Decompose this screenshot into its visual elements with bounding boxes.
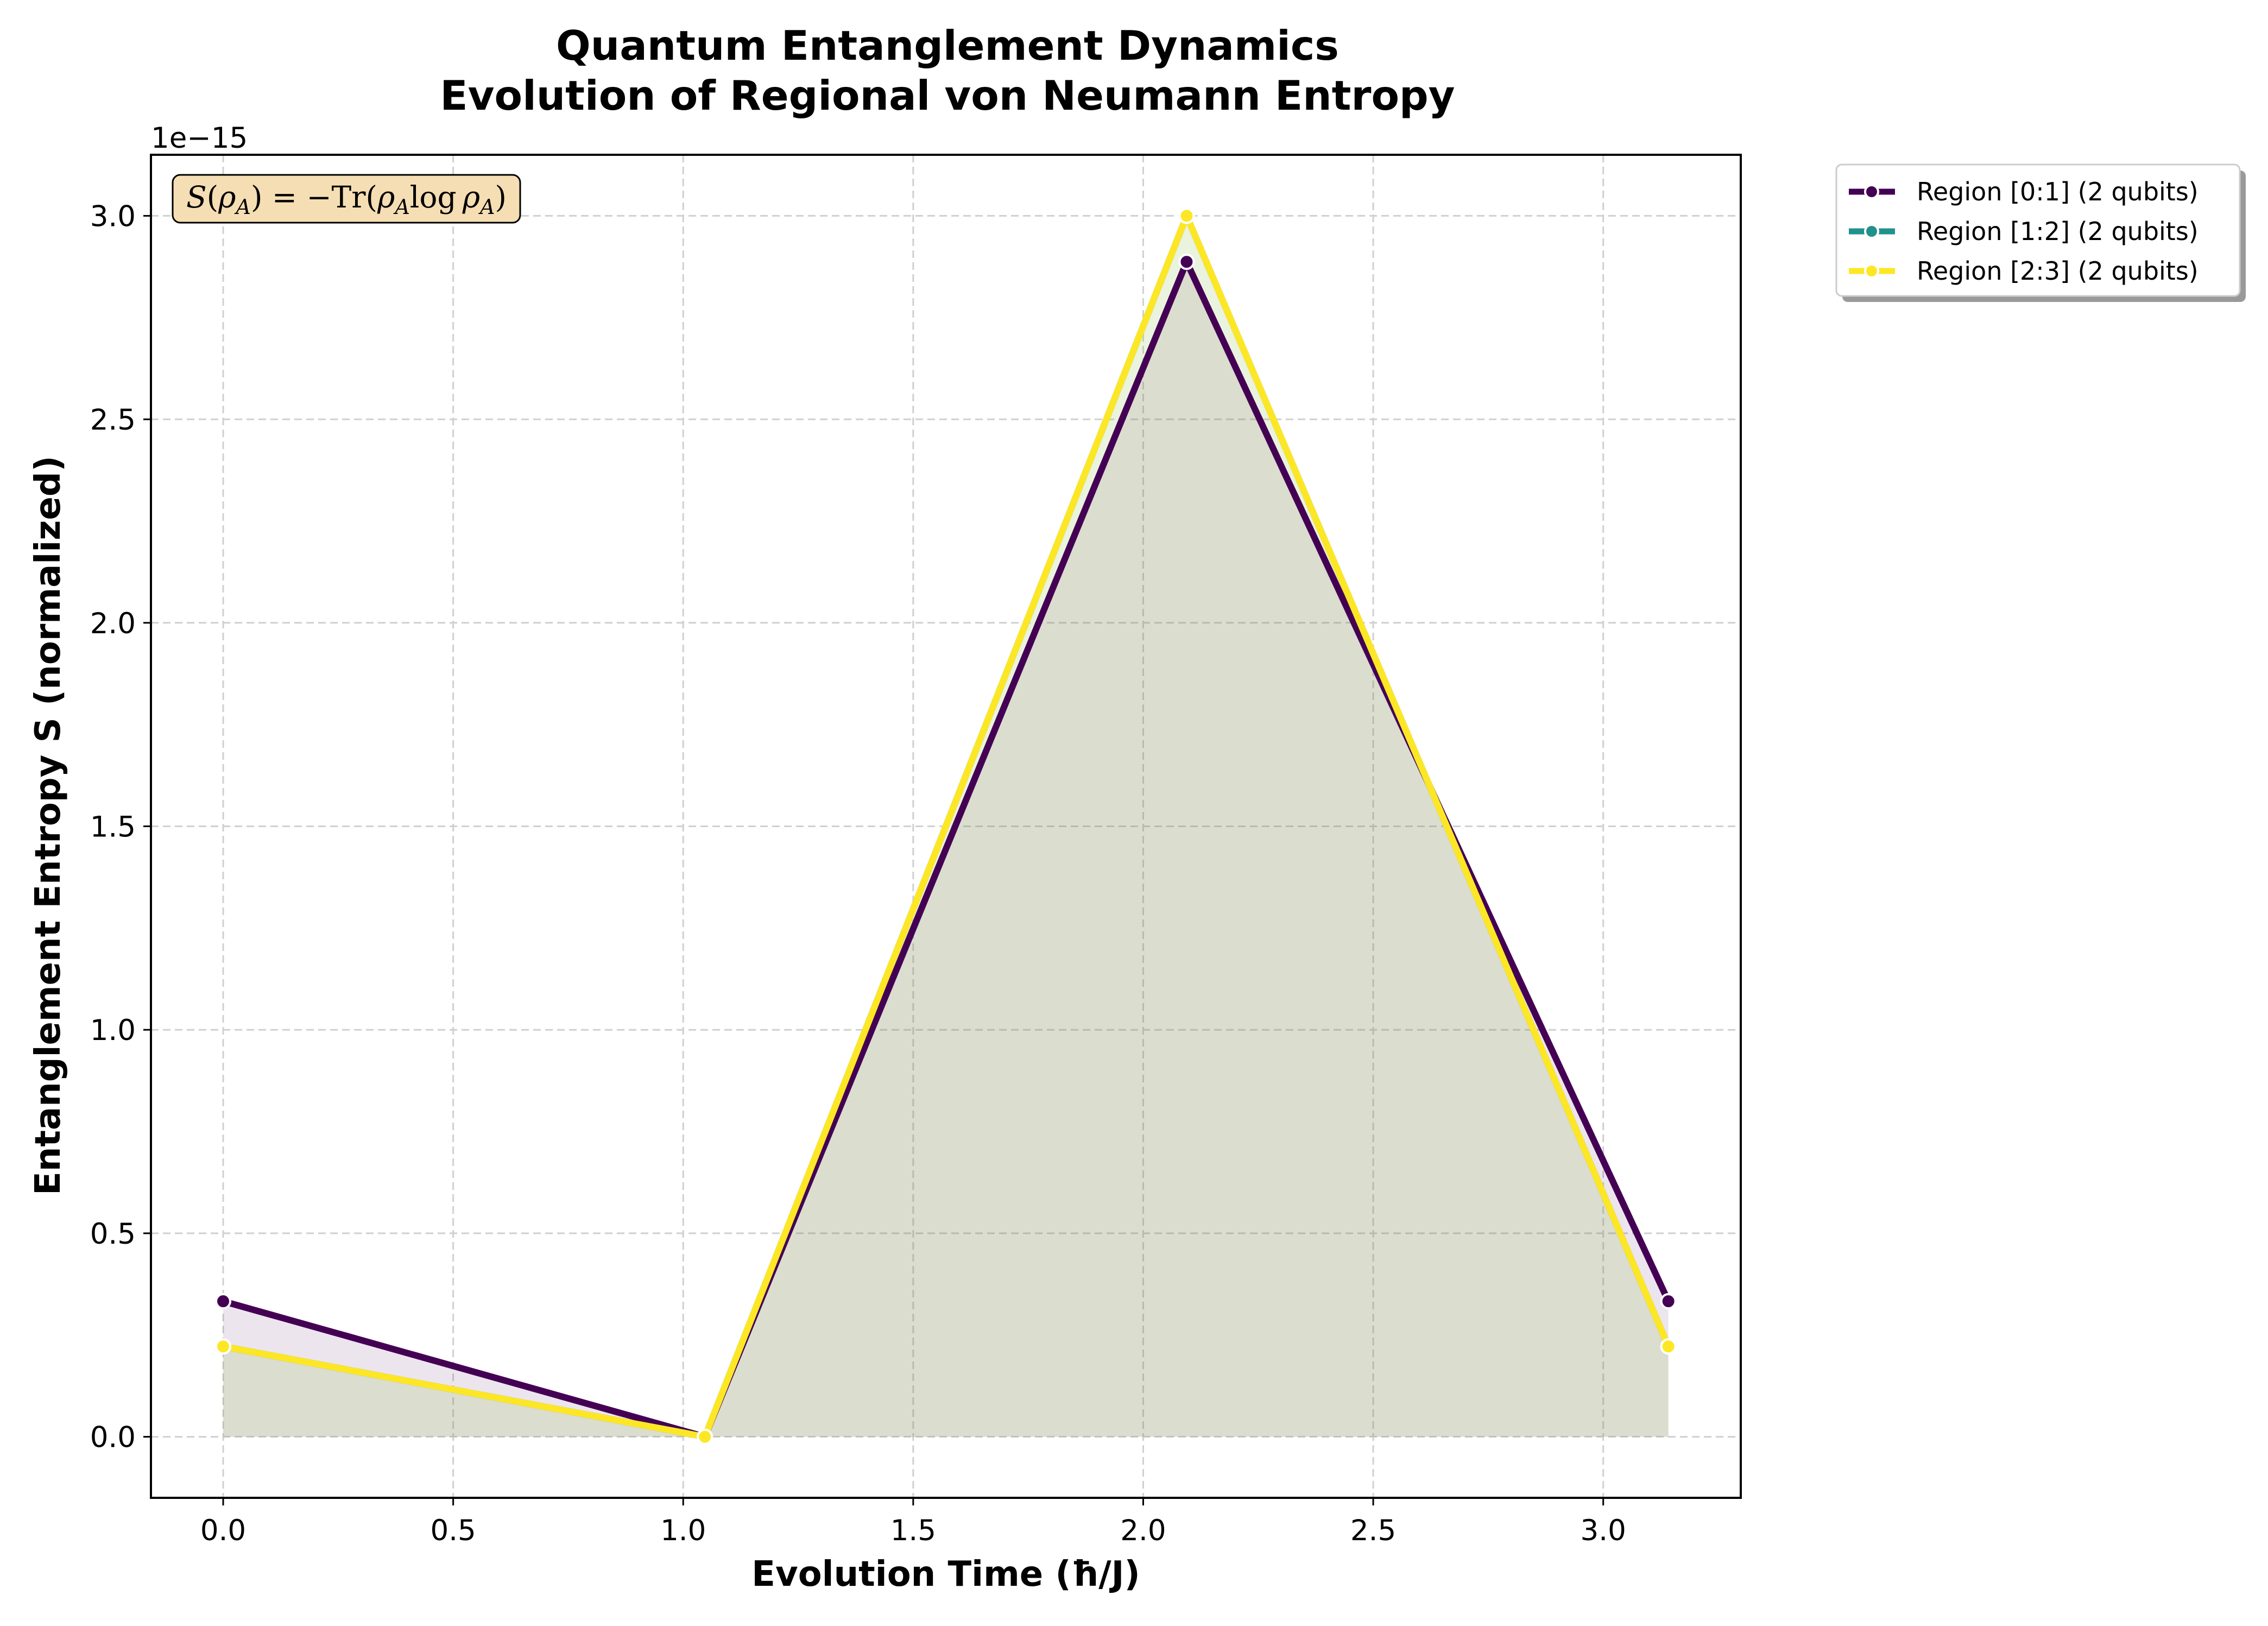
formula-annotation: S(ρA) = −Tr(ρAlog ρA) [172, 174, 521, 224]
legend-box [1835, 163, 2241, 297]
y-tick-label: 2.0 [90, 607, 136, 640]
y-axis-scale-label: 1e−15 [151, 122, 248, 155]
y-tick-label: 0.0 [90, 1421, 136, 1454]
grid [151, 155, 1741, 1498]
data-point [1178, 207, 1195, 224]
axis-ticks: 0.0 0.5 1.0 1.5 2.0 2.5 3.0 0.0 0.5 1.0 1.5 2.0 2.5 3… [90, 200, 1626, 1547]
chart-subtitle: Evolution of Regional von Neumann Entrop… [440, 72, 1455, 119]
data-point [697, 1428, 713, 1445]
x-tick-label: 1.0 [660, 1514, 706, 1547]
series-line [220, 212, 1672, 1440]
formula-annotation-box [172, 174, 521, 224]
data-point [1660, 1338, 1677, 1355]
x-tick-label: 2.5 [1350, 1514, 1396, 1547]
y-tick-label: 0.5 [90, 1218, 136, 1251]
data-point [1660, 1293, 1677, 1310]
data-point [215, 1293, 232, 1310]
x-tick-label: 0.5 [430, 1514, 476, 1547]
legend: Region [0:1] (2 qubits) Region [1:2] (2 q… [1835, 163, 2246, 302]
series-lines [220, 212, 1672, 1440]
y-tick-label: 1.5 [90, 811, 136, 844]
x-tick-label: 3.0 [1581, 1514, 1626, 1547]
chart-title: Quantum Entanglement Dynamics [556, 22, 1339, 70]
formula-annotation-text: S(ρA) = −Tr(ρAlog ρA) [186, 180, 507, 219]
data-point [215, 1338, 232, 1355]
y-tick-label: 2.5 [90, 404, 136, 437]
y-tick-label: 3.0 [90, 200, 136, 233]
legend-swatch-marker [1864, 263, 1879, 279]
legend-label: Region [2:3] (2 qubits) [1917, 256, 2198, 286]
x-tick-label: 0.0 [200, 1514, 246, 1547]
x-tick-label: 1.5 [890, 1514, 936, 1547]
x-axis-label: Evolution Time (ħ/J) [751, 1554, 1140, 1595]
legend-swatch-marker [1864, 184, 1879, 199]
legend-label: Region [0:1] (2 qubits) [1917, 177, 2198, 206]
x-tick-label: 2.0 [1120, 1514, 1166, 1547]
legend-label: Region [1:2] (2 qubits) [1917, 217, 2198, 246]
y-axis-label: Entanglement Entropy S (normalized) [28, 456, 68, 1195]
data-point [1178, 254, 1195, 270]
y-tick-label: 1.0 [90, 1014, 136, 1047]
legend-swatch-marker [1864, 224, 1879, 239]
series-markers [215, 207, 1677, 1445]
